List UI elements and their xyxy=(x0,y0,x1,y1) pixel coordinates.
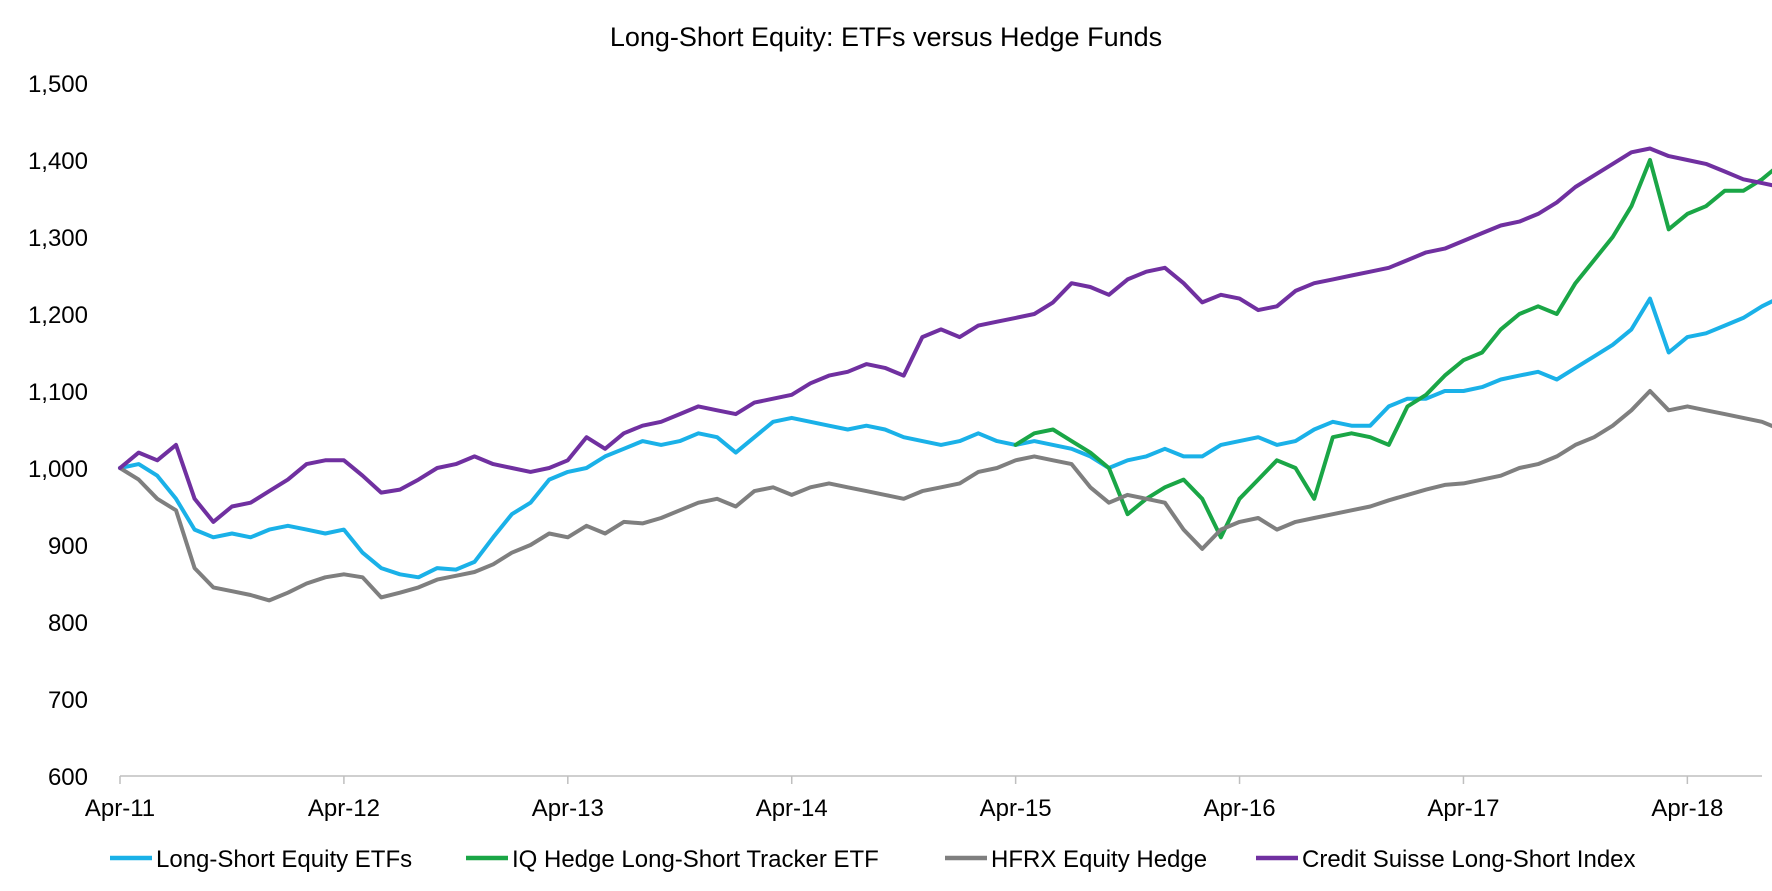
y-tick-label: 1,400 xyxy=(28,148,88,175)
x-tick-label: Apr-12 xyxy=(308,795,380,822)
x-tick-label: Apr-14 xyxy=(756,795,828,822)
legend: Long-Short Equity ETFs IQ Hedge Long-Shor… xyxy=(110,846,1636,873)
y-tick-label: 600 xyxy=(48,764,88,791)
legend-label-2: IQ Hedge Long-Short Tracker ETF xyxy=(512,846,879,873)
y-tick-label: 1,500 xyxy=(28,71,88,98)
legend-label-3: HFRX Equity Hedge xyxy=(991,846,1207,873)
x-tick-label: Apr-11 xyxy=(85,795,155,822)
series-line-1 xyxy=(118,296,1772,580)
y-tick-label: 700 xyxy=(48,687,88,714)
x-tick-label: Apr-17 xyxy=(1427,795,1499,822)
y-tick-label: 1,300 xyxy=(28,225,88,252)
y-axis: 600 700 800 900 1,000 1,100 1,200 1,300 1,400 1,5… xyxy=(28,71,88,791)
series-line-3 xyxy=(118,389,1772,603)
series-line-2 xyxy=(1013,158,1772,540)
legend-label-4: Credit Suisse Long-Short Index xyxy=(1302,846,1636,873)
x-tick-label: Apr-13 xyxy=(532,795,604,822)
x-axis: Apr-11 Apr-12 Apr-13 Apr-14 Apr-15 Apr-16 Apr-… xyxy=(85,775,1762,822)
y-tick-label: 1,000 xyxy=(28,456,88,483)
x-tick-label: Apr-18 xyxy=(1651,795,1723,822)
x-tick-label: Apr-16 xyxy=(1204,795,1276,822)
series-line-4 xyxy=(118,146,1772,524)
y-tick-label: 1,200 xyxy=(28,302,88,329)
y-tick-label: 800 xyxy=(48,610,88,637)
y-tick-label: 900 xyxy=(48,533,88,560)
y-tick-label: 1,100 xyxy=(28,379,88,406)
chart-title: Long-Short Equity: ETFs versus Hedge Fun… xyxy=(610,22,1162,52)
plot-area xyxy=(118,146,1772,603)
legend-label-1: Long-Short Equity ETFs xyxy=(156,846,412,873)
x-tick-label: Apr-15 xyxy=(980,795,1052,822)
